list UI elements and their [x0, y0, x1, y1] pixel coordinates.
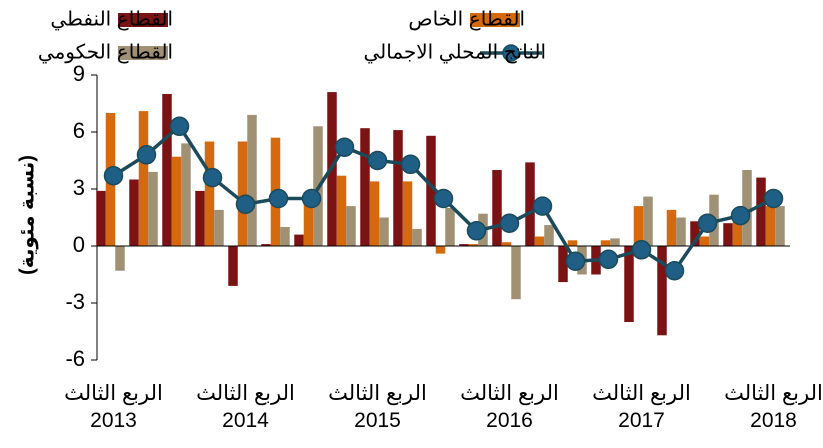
line-marker	[631, 240, 652, 260]
bar	[237, 141, 248, 246]
bar	[534, 236, 545, 246]
bar	[765, 206, 776, 246]
line-marker	[532, 196, 553, 216]
line-marker	[334, 137, 355, 157]
y-tick-label: 6	[73, 118, 85, 143]
x-tick-label: الربع الثالث 2016	[460, 382, 559, 432]
bar	[610, 238, 620, 246]
bar	[148, 171, 158, 246]
bar	[445, 208, 455, 246]
bar	[666, 209, 677, 246]
y-tick-label: 9	[73, 61, 85, 86]
line-marker	[301, 188, 322, 209]
legend-swatch	[118, 13, 168, 27]
bar	[129, 179, 139, 246]
line-marker	[664, 260, 685, 281]
legend-label: القطاع الحكومي	[38, 41, 173, 64]
bar	[303, 196, 314, 246]
y-tick-label: -3	[65, 289, 85, 314]
y-tick-label: -6	[65, 346, 85, 371]
line-marker	[697, 213, 718, 233]
bar	[379, 217, 389, 246]
bar	[624, 246, 634, 322]
bar	[393, 130, 403, 246]
x-tick-label: الربع الثالث 2017	[592, 382, 691, 432]
y-axis-label: (نسبة مئوية)	[16, 155, 38, 275]
line-marker	[565, 251, 586, 271]
line-marker	[763, 188, 784, 209]
bar	[228, 246, 238, 286]
x-tick-label: الربع الثالث 2018	[724, 382, 823, 432]
legend-label: الناتج المحلي الاجمالي	[363, 41, 546, 64]
legend-label: القطاع الخاص	[408, 8, 525, 30]
bar	[525, 162, 535, 246]
line-marker	[433, 188, 454, 209]
line-marker	[202, 167, 223, 188]
bar	[567, 240, 578, 246]
bar	[558, 246, 568, 283]
bar	[732, 215, 743, 246]
x-tick-label: الربع الثالث 2014	[196, 382, 295, 432]
bar	[756, 177, 766, 246]
bar	[699, 236, 710, 246]
legend-label: القطاع النفطي	[50, 8, 173, 31]
bar	[138, 111, 149, 246]
bar	[115, 246, 125, 271]
bar	[261, 244, 271, 246]
x-tick-label: الربع الثالث 2013	[64, 382, 163, 432]
bar	[360, 128, 370, 246]
line-marker	[730, 205, 751, 226]
bar	[412, 228, 422, 246]
bar	[492, 170, 502, 246]
line-marker	[235, 194, 256, 214]
bar	[676, 217, 686, 246]
bar	[214, 209, 224, 246]
legend-swatch	[470, 13, 520, 27]
bar	[280, 227, 290, 246]
line-marker	[466, 221, 487, 241]
bar	[544, 225, 554, 246]
bar	[162, 94, 172, 246]
bar	[633, 206, 644, 246]
bar	[247, 114, 257, 247]
bar	[435, 246, 446, 254]
bar	[511, 246, 521, 300]
line-marker	[400, 154, 421, 175]
bar	[369, 181, 380, 246]
bar	[96, 190, 106, 246]
bar	[643, 196, 653, 246]
bar	[171, 156, 182, 246]
bar	[402, 181, 413, 246]
bar	[459, 244, 469, 246]
legend-marker	[502, 44, 520, 62]
bar	[195, 190, 205, 246]
bar	[294, 234, 304, 246]
legend-swatch	[118, 46, 168, 60]
line-marker	[367, 150, 388, 171]
bar	[181, 143, 191, 246]
bar	[204, 141, 215, 246]
bar	[690, 221, 700, 246]
x-tick-label: الربع الثالث 2015	[328, 382, 427, 432]
bar	[468, 244, 479, 246]
line-marker	[136, 145, 157, 165]
bar	[501, 242, 512, 246]
bar	[657, 246, 667, 336]
line-marker	[103, 165, 124, 186]
y-tick-label: 3	[73, 175, 85, 200]
bar	[723, 223, 733, 246]
bar	[775, 206, 785, 246]
bar	[336, 175, 347, 246]
bar	[600, 240, 611, 246]
bar	[346, 206, 356, 246]
line-marker	[499, 213, 520, 233]
line-marker	[169, 116, 190, 137]
line-marker	[598, 249, 619, 270]
bar	[426, 135, 436, 246]
bar	[742, 170, 752, 246]
line-marker	[268, 188, 289, 209]
y-tick-label: 0	[73, 232, 85, 257]
